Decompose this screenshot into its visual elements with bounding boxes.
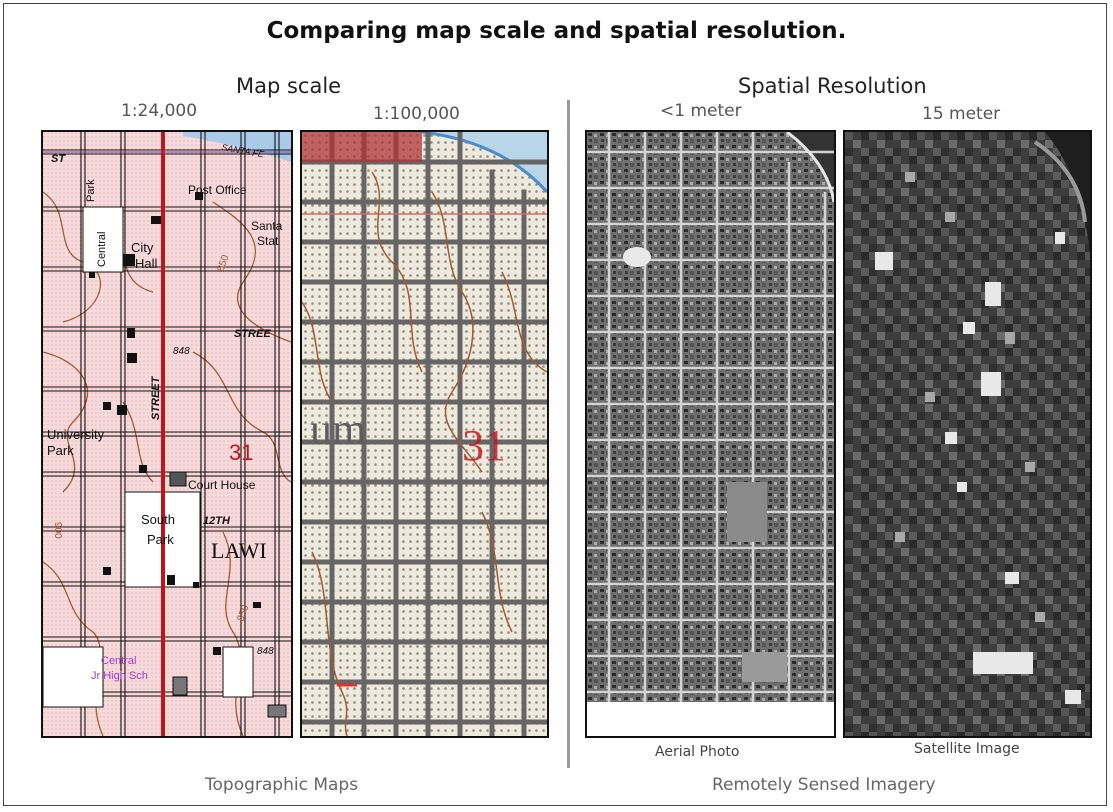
scale-label-24k: 1:24,000 [121,101,198,121]
water-area [183,132,291,162]
resolution-label-15m: 15 meter [922,104,1001,124]
scale-label-100k: 1:100,000 [373,104,460,124]
topo-map-24k: ST SANTA FE Park Central Post Office San… [43,132,291,736]
remotely-sensed-caption: Remotely Sensed Imagery [712,775,936,795]
topo-map-24k-panel: ST SANTA FE Park Central Post Office San… [41,130,293,738]
label-elev-848-a: 848 [173,346,190,357]
aerial-rail [786,132,834,203]
water-area-100k [422,132,547,192]
topo-map-100k: um 31 [302,132,547,736]
aerial-field [742,652,787,682]
label-section-31: 31 [229,440,253,465]
aerial-park [727,482,767,542]
label-hall: Hall [135,256,158,271]
aerial-photo-caption: Aerial Photo [655,744,740,760]
building-symbols [89,192,261,655]
aerial-photo-panel [585,130,836,738]
school-block [43,646,104,708]
label-street-top: STREE [234,328,271,340]
label-elev-848-b: 848 [257,646,274,657]
label-high-sch: Jr High Sch [91,670,148,682]
satellite-image [845,132,1090,736]
shoreline [421,132,547,194]
red-urban-area [302,132,422,162]
label-park-vert: Park [85,179,97,202]
satellite-rail [1033,140,1087,223]
map-scale-heading: Map scale [236,74,342,98]
topo-map-100k-panel: um 31 [300,130,549,738]
school-symbol [172,676,188,696]
aerial-streets [587,132,834,702]
topographic-maps-caption: Topographic Maps [205,775,359,795]
label-post-office: Post Office [188,183,247,197]
label-um: um [310,405,366,454]
label-central: Central [101,655,136,667]
label-st: ST [51,153,66,165]
label-contour-900: 900 [52,522,63,539]
figure-title: Comparing map scale and spatial resoluti… [266,18,847,44]
aerial-corner [787,132,834,192]
resolution-label-1m: <1 meter [660,101,742,121]
label-park: Park [47,443,74,458]
court-house-symbol [169,471,187,487]
satellite-corner [1045,132,1090,252]
aerial-pool [623,247,651,267]
central-park-block [82,206,124,273]
label-central-vert: Central [96,232,108,267]
building-hatched-icon [267,704,287,718]
label-section-31-100k: 31 [462,421,506,470]
label-lawrence: LAWI [211,538,267,563]
aerial-photo [587,132,834,736]
label-university: University [47,427,105,442]
label-city: City [131,240,154,255]
label-court-house: Court House [188,478,256,492]
label-santa: Santa [251,219,283,233]
school-block-2 [222,646,254,698]
satellite-image-caption: Satellite Image [914,741,1020,757]
satellite-mid-spots [895,172,1045,622]
label-park2: Park [147,532,174,547]
label-12th: 12TH [203,515,231,527]
label-south: South [141,512,175,527]
satellite-bright-spots [875,232,1081,704]
aerial-texture [587,132,834,702]
contour-lines-100k [302,171,547,736]
street-grid-100k [302,132,547,736]
section-divider [567,100,570,768]
spatial-resolution-heading: Spatial Resolution [738,74,927,98]
label-street-vertical: STREET [150,375,162,420]
label-stat: Stat [257,234,279,248]
satellite-image-panel [843,130,1092,738]
